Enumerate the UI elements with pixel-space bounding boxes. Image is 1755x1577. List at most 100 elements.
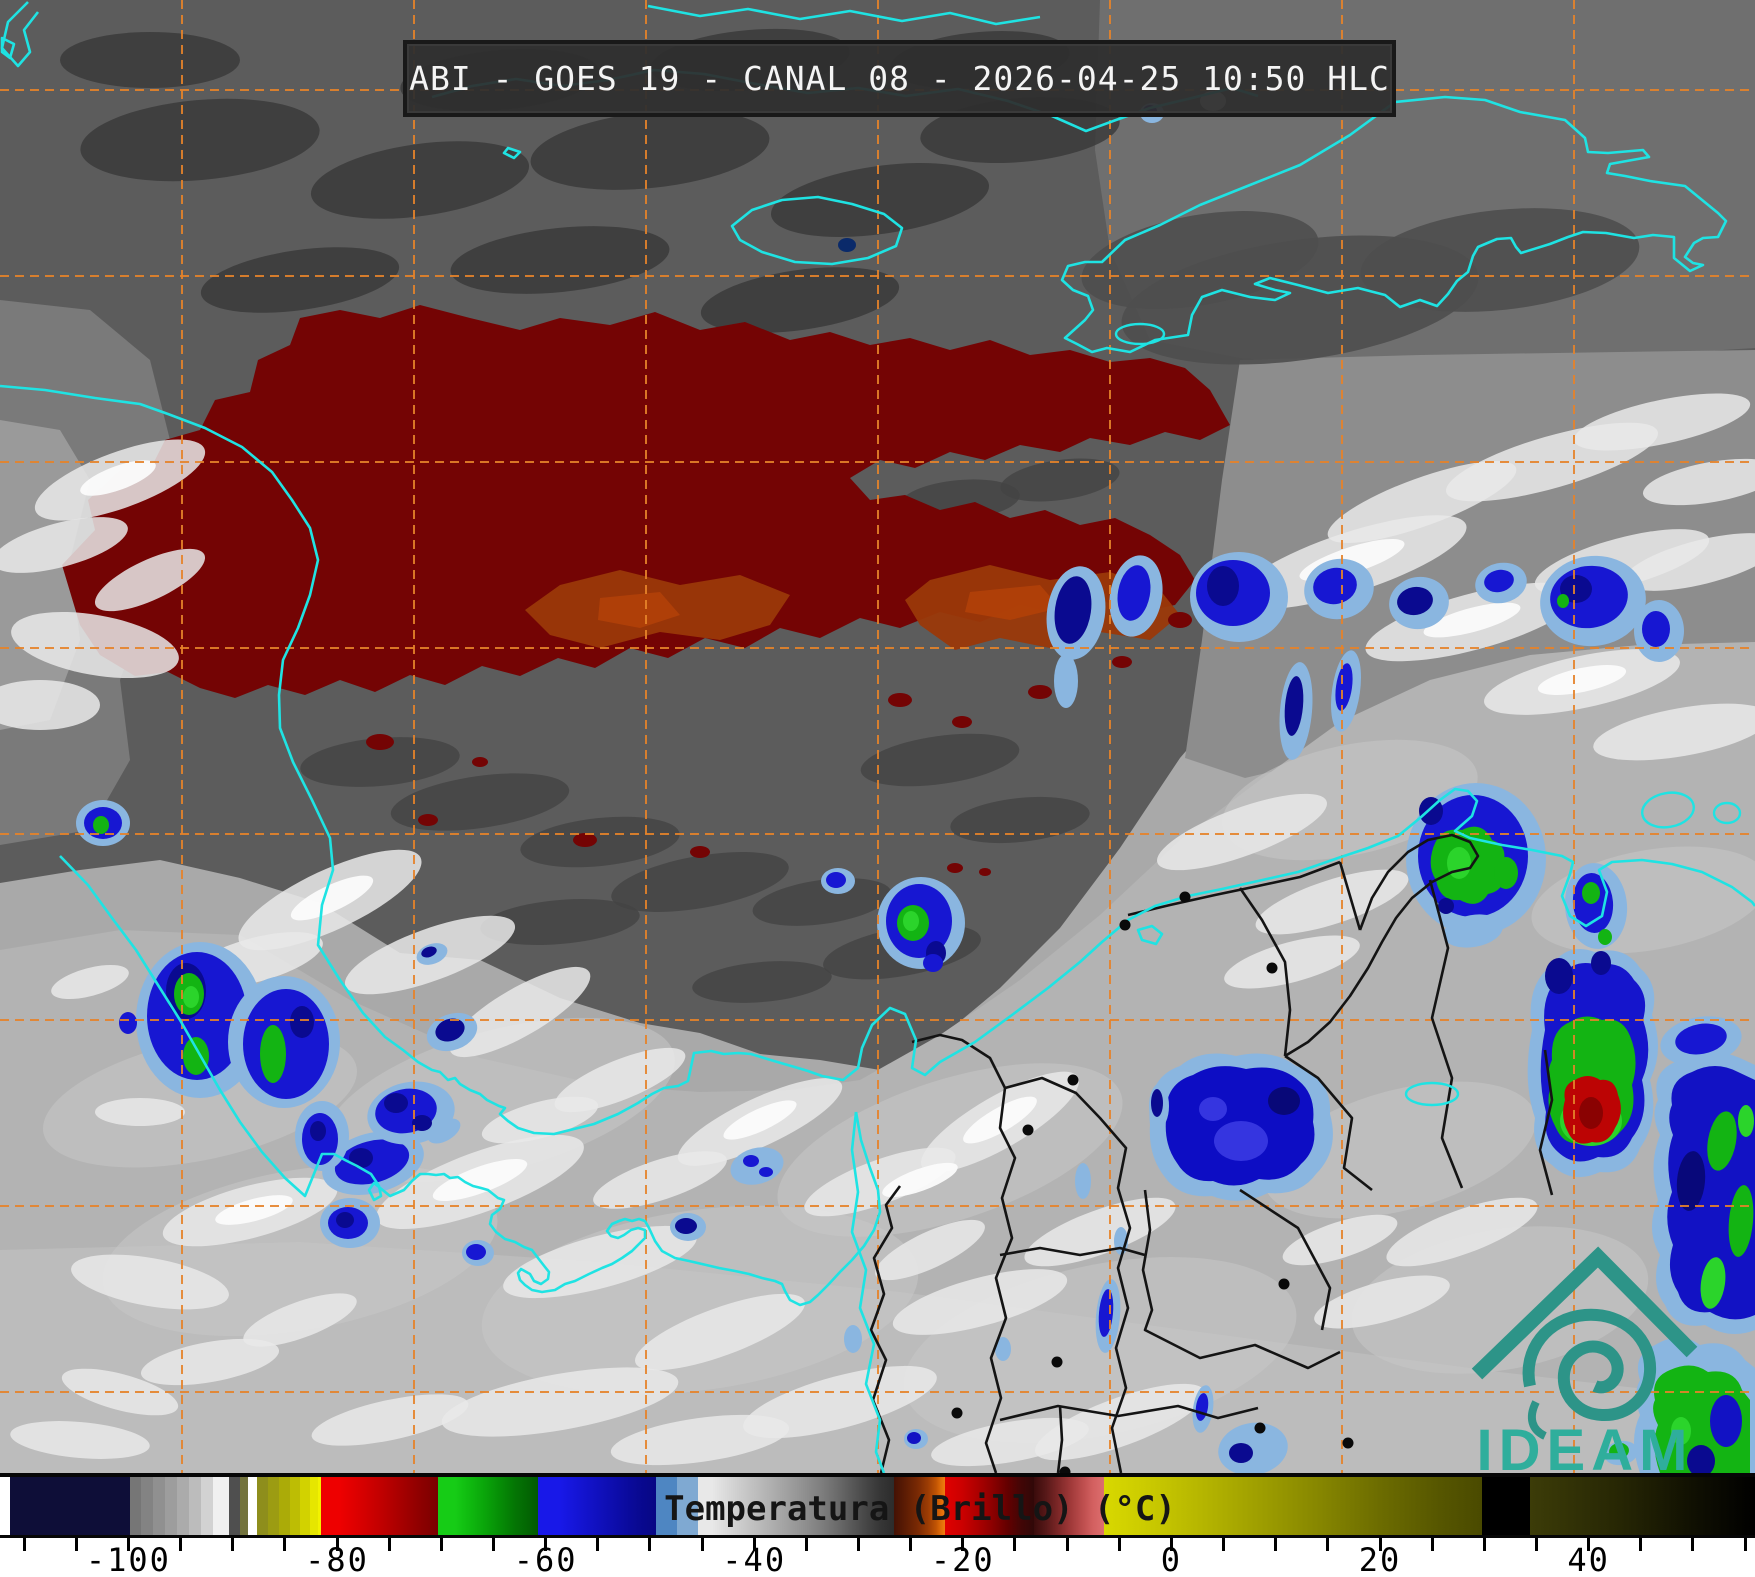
colorbar-tick-label: -40 [722,1541,787,1577]
convection-cell [1313,567,1357,605]
cloud-patch [95,1098,185,1126]
city-dot [1342,1437,1354,1449]
colorbar-tick [1274,1538,1278,1551]
convection-cell [412,1115,432,1131]
coastline-lagoon [1712,801,1742,825]
red-speckle [1168,612,1192,628]
colorbar-tick [1222,1538,1226,1551]
cloud-highlight [432,1158,528,1202]
cloud-patch [503,1225,697,1299]
cloud-patch [441,1367,679,1437]
convection-cell [427,1118,461,1144]
dark-cloud-blotch [950,796,1090,844]
convection-cell [1054,576,1092,644]
colorbar-tick [439,1538,443,1551]
convection-cell [1214,1121,1268,1161]
colorbar-tick [544,1538,548,1551]
convection-cell [1609,1442,1629,1460]
cloud-patch [140,1338,280,1386]
cloud-patch [593,1151,727,1209]
cloud-patch [1573,393,1751,451]
department-border [1284,1054,1373,1192]
colorbar-tick [179,1538,183,1551]
cloud-patch [1263,1081,1537,1219]
convection-cell [675,1218,697,1234]
cloud-patch [1386,1197,1538,1267]
cloud-patch [1314,1275,1450,1329]
convection-cell [384,1093,408,1113]
ideam-logo-roof-icon [1471,1246,1698,1380]
coastline [0,36,16,60]
department-border [1056,1405,1064,1473]
convection-cell [1598,929,1612,945]
convection-cell [743,1155,759,1167]
colorbar-tick [74,1538,78,1551]
red-speckle [1112,656,1132,668]
cloud-highlight [80,460,156,496]
convection-cell [1675,1023,1727,1055]
city-dot [1051,1356,1063,1368]
colorbar-tick [283,1538,287,1551]
cloud-patch [1224,935,1360,989]
department-border [1338,861,1362,931]
dark-cloud-blotch [1000,458,1120,502]
department-border [1004,1076,1132,1473]
convection-cell [435,1018,465,1042]
ideam-logo-text: IDEAM [1477,1418,1694,1473]
dark-cloud-blotch [300,737,460,787]
image-title: ABI - GOES 19 - CANAL 08 - 2026-04-25 10… [409,59,1390,98]
cloud-patch [1624,533,1755,591]
red-speckle [573,833,597,847]
city-dot [1254,1422,1266,1434]
coastline-lagoon [1641,791,1695,829]
cloud-patch [892,1269,1068,1335]
dark-cloud-blotch [480,899,640,945]
city-dot [1059,1466,1071,1473]
dark-cloud-blotch [860,733,1020,787]
cloud-patch [1593,703,1755,761]
colorbar-tick [22,1538,26,1551]
coastline-lagoon [1404,1081,1460,1107]
colorbar-tick [752,1538,756,1551]
coastline [1060,95,1728,354]
convection-cell [923,954,943,972]
convection-cell [1579,1097,1603,1129]
red-speckle [690,846,710,858]
department-border [999,1404,1259,1422]
convection-cell [310,1121,326,1141]
convection-cell [1582,882,1600,904]
convection-cell [260,1025,286,1083]
red-mass-warm-patch [965,585,1060,620]
red-speckle [952,716,972,728]
red-speckle [1028,685,1052,699]
cloud-highlight [723,1100,797,1140]
colorbar-tick [1639,1538,1643,1551]
convection-cell [1075,1163,1091,1199]
colorbar-tick [909,1538,913,1551]
dark-cloud-blotch [60,32,240,88]
cloud-patch [10,1421,150,1459]
colorbar-tick [231,1538,235,1551]
convection-cell [1700,1257,1726,1309]
colorbar-tick-label: -100 [85,1541,171,1577]
colorbar-tick [804,1538,808,1551]
dark-cloud-blotch [770,163,990,237]
colorbar-tick [1013,1538,1017,1551]
coastline [1136,924,1164,946]
convection-cell [1710,1395,1742,1447]
city-dot [1022,1124,1034,1136]
colorbar-tick [491,1538,495,1551]
ideam-logo-spiral-tail-icon [1527,1400,1547,1440]
convection-cell [336,1212,354,1228]
convection-cell [1728,1185,1754,1257]
colorbar-tick-label: 40 [1567,1541,1610,1577]
cloud-patch [0,680,100,730]
department-border [911,1033,1017,1473]
convection-cell [844,1325,862,1353]
cloud-patch [1024,1197,1176,1267]
convection-cell [349,1148,373,1168]
department-border [1238,887,1292,1057]
colorbar-label: Temperatura (Brillo) (°C) [664,1489,1176,1529]
coastline [0,384,1755,1136]
